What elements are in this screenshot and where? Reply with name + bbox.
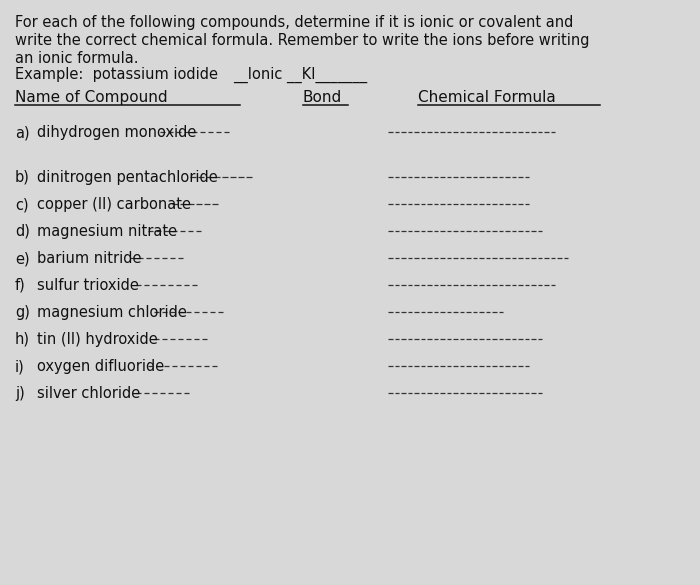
Text: magnesium nitrate: magnesium nitrate [37, 224, 177, 239]
Text: __Ionic __KI_______: __Ionic __KI_______ [233, 67, 367, 83]
Text: dinitrogen pentachloride: dinitrogen pentachloride [37, 170, 218, 185]
Text: c): c) [15, 197, 29, 212]
Text: oxygen difluoride: oxygen difluoride [37, 359, 164, 374]
Text: g): g) [15, 305, 30, 320]
Text: write the correct chemical formula. Remember to write the ions before writing: write the correct chemical formula. Reme… [15, 33, 589, 48]
Text: e): e) [15, 251, 29, 266]
Text: i): i) [15, 359, 24, 374]
Text: h): h) [15, 332, 30, 347]
Text: magnesium chloride: magnesium chloride [37, 305, 187, 320]
Text: a): a) [15, 125, 29, 140]
Text: j): j) [15, 386, 24, 401]
Text: copper (II) carbonate: copper (II) carbonate [37, 197, 191, 212]
Text: For each of the following compounds, determine if it is ionic or covalent and: For each of the following compounds, det… [15, 15, 573, 30]
Text: tin (II) hydroxide: tin (II) hydroxide [37, 332, 158, 347]
Text: f): f) [15, 278, 26, 293]
Text: silver chloride: silver chloride [37, 386, 140, 401]
Text: dihydrogen monoxide: dihydrogen monoxide [37, 125, 197, 140]
Text: d): d) [15, 224, 30, 239]
Text: Example:  potassium iodide: Example: potassium iodide [15, 67, 218, 82]
Text: Bond: Bond [303, 90, 342, 105]
Text: Name of Compound: Name of Compound [15, 90, 167, 105]
Text: sulfur trioxide: sulfur trioxide [37, 278, 139, 293]
Text: barium nitride: barium nitride [37, 251, 141, 266]
Text: b): b) [15, 170, 30, 185]
Text: an ionic formula.: an ionic formula. [15, 51, 139, 66]
Text: Chemical Formula: Chemical Formula [418, 90, 556, 105]
